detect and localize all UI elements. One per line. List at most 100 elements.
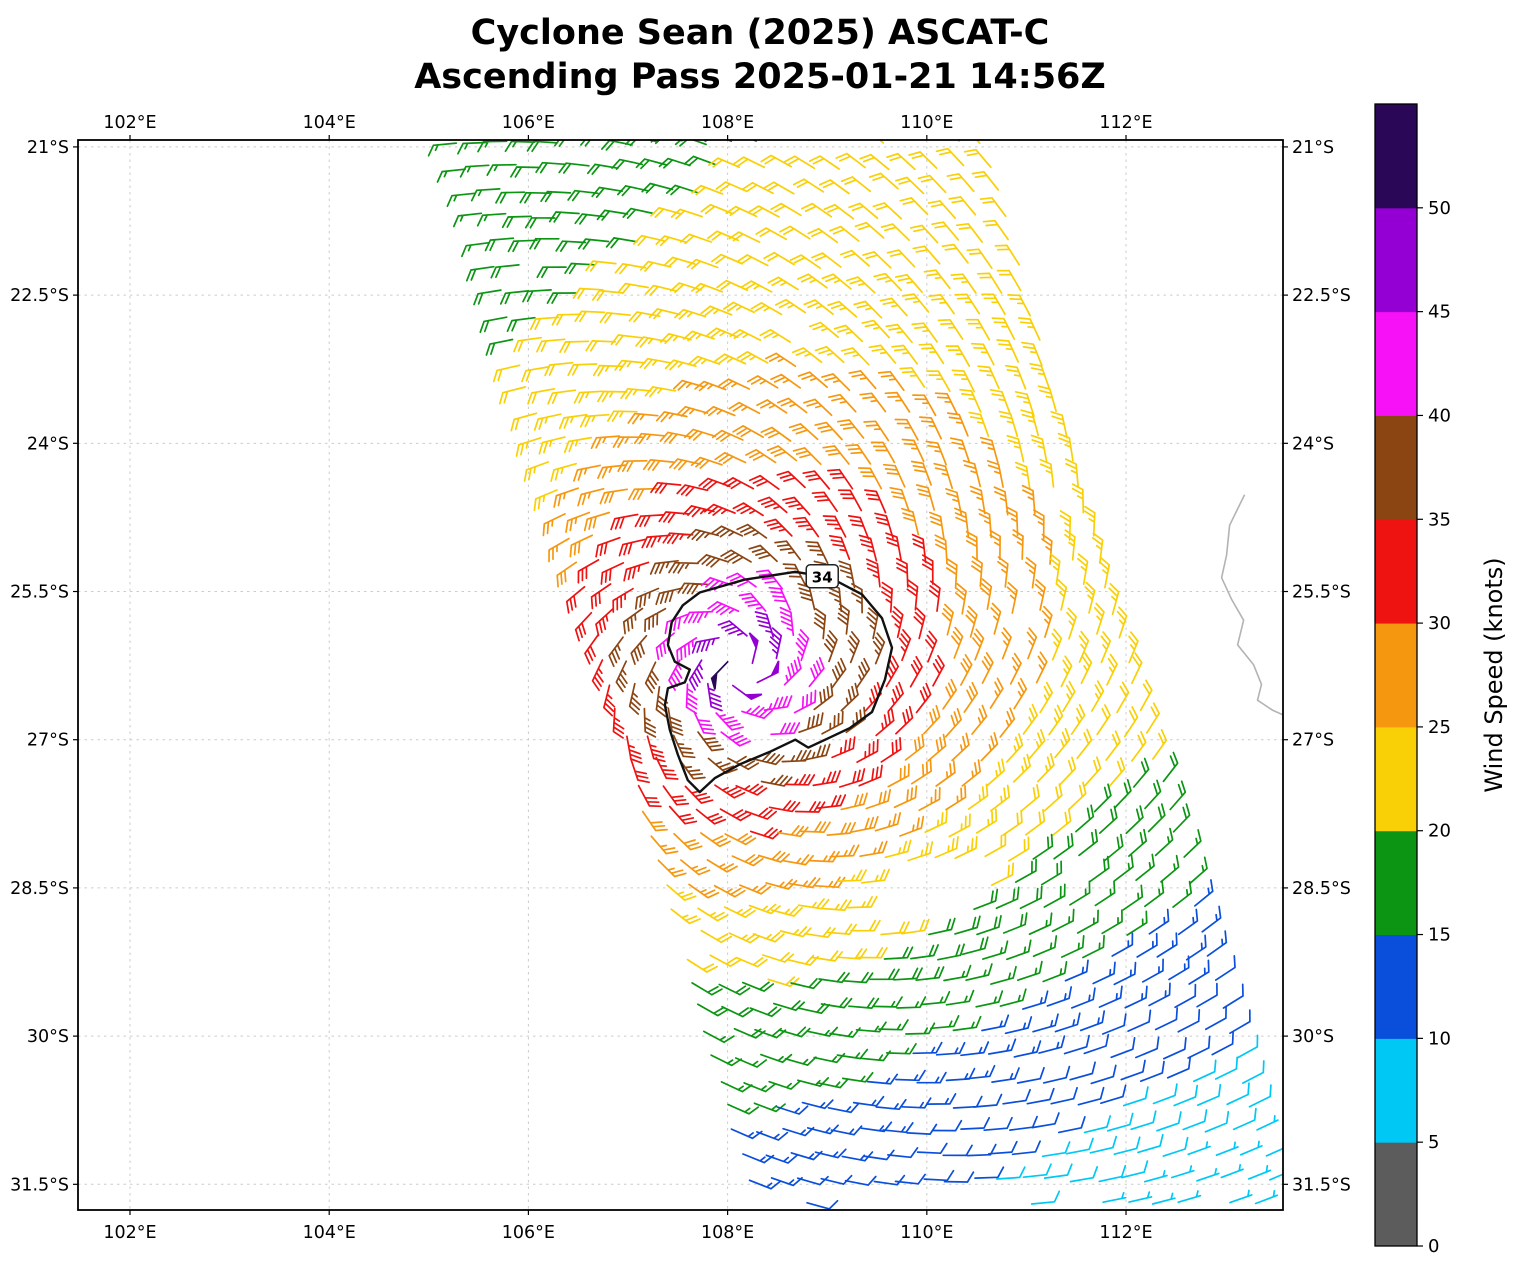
plot-frame	[77, 139, 1284, 1211]
wind-barb	[574, 310, 606, 323]
wind-barb	[912, 245, 941, 265]
wind-barb	[1143, 1170, 1168, 1183]
wind-barb	[706, 682, 723, 712]
wind-barb	[745, 448, 777, 464]
wind-barb	[1091, 680, 1105, 712]
wind-barb	[983, 1116, 1013, 1132]
wind-barb	[987, 1038, 1017, 1055]
wind-barb	[711, 429, 744, 442]
wind-barb	[891, 606, 904, 639]
wind-barb	[1040, 860, 1063, 886]
colorbar-tick-label: 0	[1428, 1236, 1439, 1257]
wind-barb	[1030, 434, 1048, 463]
wind-barb	[1079, 1010, 1106, 1032]
wind-barb	[1156, 1111, 1182, 1132]
wind-barb	[634, 514, 665, 528]
wind-barb	[1002, 809, 1023, 837]
wind-barb	[436, 168, 466, 183]
wind-barb	[748, 544, 778, 563]
wind-barb	[945, 488, 963, 516]
wind-barb	[515, 436, 542, 457]
wind-barb	[1241, 1060, 1265, 1084]
wind-barb	[895, 176, 925, 195]
wind-barb	[995, 1166, 1026, 1180]
wind-barb	[1098, 805, 1118, 834]
wind-barb	[1196, 1167, 1220, 1182]
wind-barb	[880, 921, 910, 936]
wind-barb	[650, 481, 682, 494]
wind-barb	[591, 186, 623, 199]
wind-barb	[847, 515, 870, 540]
wind-barb	[655, 235, 688, 247]
wind-barb	[1101, 1013, 1127, 1035]
wind-barb	[910, 944, 939, 960]
wind-barb	[781, 749, 812, 763]
wind-barb	[990, 862, 1015, 886]
wind-barb	[768, 627, 783, 660]
wind-barb	[1173, 1084, 1199, 1107]
wind-barb	[1102, 1191, 1127, 1204]
wind-barb	[629, 757, 650, 784]
wind-barb	[1125, 805, 1144, 835]
wind-barb	[916, 1142, 948, 1155]
wind-barb	[779, 926, 812, 938]
wind-barb	[965, 318, 991, 341]
wind-barb	[694, 380, 727, 392]
wind-barb	[1014, 858, 1037, 883]
wind-barb	[707, 601, 740, 616]
coastline-layer	[1220, 494, 1283, 716]
wind-barb	[1041, 605, 1053, 638]
wind-barb	[828, 393, 857, 413]
wind-barb	[658, 157, 691, 169]
wind-barb	[1070, 703, 1086, 736]
wind-barb	[1248, 1084, 1272, 1108]
wind-barb	[522, 289, 552, 303]
wind-barb	[584, 633, 600, 665]
colorbar-band	[1375, 934, 1417, 1039]
wind-barb	[684, 428, 717, 441]
wind-barb	[779, 606, 795, 637]
wind-barb	[984, 832, 1007, 858]
wind-barb	[767, 976, 800, 988]
wind-barb	[845, 444, 872, 465]
wind-barb	[972, 628, 985, 661]
wind-barb	[697, 907, 729, 922]
wind-barb	[1038, 1035, 1066, 1054]
wind-barb	[885, 532, 902, 561]
wind-barb	[599, 311, 631, 324]
wind-barb	[1084, 581, 1096, 614]
wind-barb	[688, 883, 720, 899]
wind-barb	[548, 537, 570, 563]
colorbar-band	[1375, 623, 1417, 728]
wind-barb	[792, 447, 822, 466]
wind-barb	[885, 655, 900, 688]
wind-barb	[741, 705, 774, 720]
wind-barb	[1005, 506, 1019, 537]
wind-barb	[714, 353, 747, 365]
wind-barb	[907, 841, 934, 862]
wind-barb	[814, 1148, 847, 1159]
wind-barb	[999, 988, 1027, 1007]
wind-barb	[507, 239, 538, 253]
wind-barb	[975, 990, 1004, 1008]
wind-barb	[1113, 961, 1137, 986]
wind-barb	[1124, 985, 1148, 1009]
wind-barb	[1054, 727, 1071, 759]
wind-barb	[911, 533, 927, 563]
wind-barb	[883, 946, 914, 960]
wind-barb	[784, 773, 816, 786]
wind-barb	[695, 808, 727, 825]
wind-barb	[559, 340, 590, 353]
wind-barb	[538, 436, 566, 455]
wind-barb	[989, 529, 1001, 561]
wind-barb	[971, 555, 983, 588]
wind-barb	[838, 768, 866, 788]
wind-barb	[965, 530, 978, 562]
wind-barb	[847, 895, 878, 909]
wind-barb	[1077, 1086, 1105, 1106]
wind-barb	[749, 1006, 782, 1018]
wind-barb	[1222, 983, 1244, 1009]
wind-barb	[990, 784, 1011, 812]
wind-barb	[880, 736, 902, 763]
wind-barb	[1174, 983, 1197, 1009]
